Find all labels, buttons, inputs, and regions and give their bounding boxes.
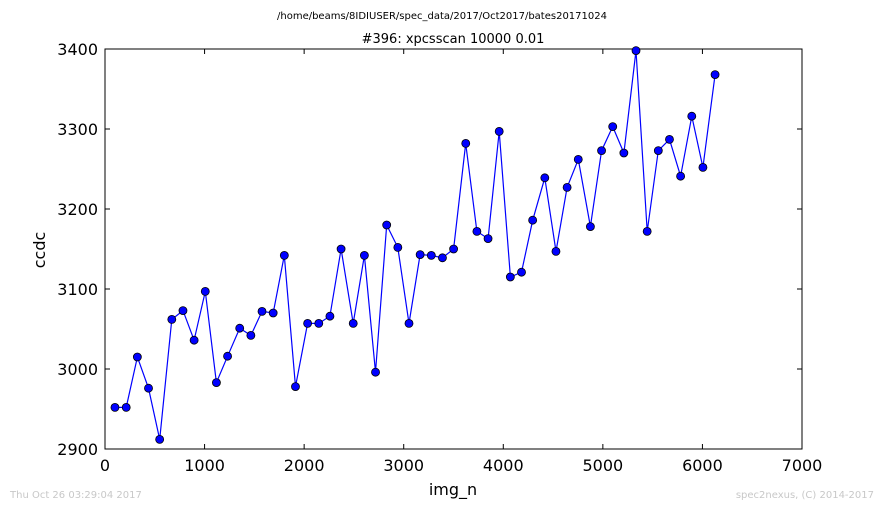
y-tick-label: 3100: [57, 280, 98, 299]
series-line: [115, 50, 716, 440]
x-axis-label: img_n: [429, 480, 477, 500]
data-point: [223, 351, 232, 361]
y-tick-label: 3400: [57, 40, 98, 59]
data-point: [144, 383, 153, 393]
data-point: [540, 173, 550, 183]
data-point: [110, 402, 120, 412]
data-point: [631, 46, 641, 55]
data-point: [121, 402, 131, 412]
data-point: [562, 182, 572, 192]
footer-timestamp: Thu Oct 26 03:29:04 2017: [9, 490, 142, 501]
data-point: [642, 226, 652, 236]
data-point: [325, 311, 335, 321]
file-path-header: /home/beams/8IDIUSER/spec_data/2017/Oct2…: [277, 11, 607, 22]
data-point: [155, 434, 165, 444]
data-point: [189, 335, 199, 345]
chart-title: #396: xpcsscan 10000 0.01: [362, 32, 545, 47]
data-point: [665, 134, 674, 144]
data-point: [257, 306, 267, 316]
y-tick-label: 2900: [57, 440, 98, 459]
data-point: [586, 222, 595, 232]
data-point: [461, 138, 471, 148]
data-point: [359, 250, 369, 260]
data-point: [551, 246, 561, 256]
data-point: [438, 253, 447, 263]
data-point: [494, 126, 504, 136]
data-point: [279, 250, 289, 260]
y-tick-label: 3200: [57, 200, 98, 219]
y-axis-label: ccdc: [30, 232, 49, 269]
data-point: [472, 226, 482, 236]
x-axis: 0 1000 2000 3000 4000 5000 6000 7000: [100, 49, 822, 475]
data-point: [517, 267, 526, 277]
x-tick-label: 1000: [184, 456, 225, 475]
data-point: [268, 308, 278, 318]
data-point: [371, 367, 380, 377]
data-point: [528, 215, 538, 225]
plot-frame: [104, 48, 803, 450]
data-series: [110, 46, 720, 444]
data-point: [235, 323, 245, 333]
data-point: [653, 146, 663, 156]
y-tick-label: 3300: [57, 120, 98, 139]
data-point: [314, 318, 324, 328]
y-tick-label: 3000: [57, 360, 98, 379]
x-tick-label: 7000: [782, 456, 823, 475]
x-tick-label: 0: [100, 456, 110, 475]
data-point: [167, 314, 177, 324]
data-point: [336, 244, 346, 254]
data-point: [483, 234, 493, 244]
data-point: [687, 111, 697, 121]
data-point: [200, 286, 210, 296]
data-point: [404, 318, 414, 328]
x-tick-label: 6000: [682, 456, 723, 475]
x-tick-label: 2000: [284, 456, 325, 475]
y-axis: 2900 3000 3100 3200 3300 3400: [57, 40, 802, 459]
data-point: [426, 250, 436, 260]
footer-credit: spec2nexus, (C) 2014-2017: [736, 490, 874, 501]
data-point: [505, 272, 515, 282]
x-tick-label: 4000: [483, 456, 524, 475]
data-point: [178, 306, 188, 316]
data-point: [415, 250, 425, 260]
data-point: [676, 171, 686, 181]
data-point: [698, 162, 708, 172]
data-point: [348, 318, 358, 328]
data-point: [449, 244, 458, 254]
data-point: [212, 378, 221, 388]
data-point: [619, 148, 629, 158]
data-point: [573, 154, 583, 164]
data-point: [246, 330, 256, 340]
data-point: [303, 318, 313, 328]
data-point: [132, 352, 142, 362]
data-point: [710, 70, 720, 79]
data-point: [597, 146, 606, 156]
data-point: [382, 220, 392, 230]
data-point: [393, 242, 403, 252]
x-tick-label: 5000: [582, 456, 623, 475]
data-point: [291, 382, 300, 392]
x-tick-label: 3000: [383, 456, 424, 475]
data-point: [608, 122, 618, 131]
